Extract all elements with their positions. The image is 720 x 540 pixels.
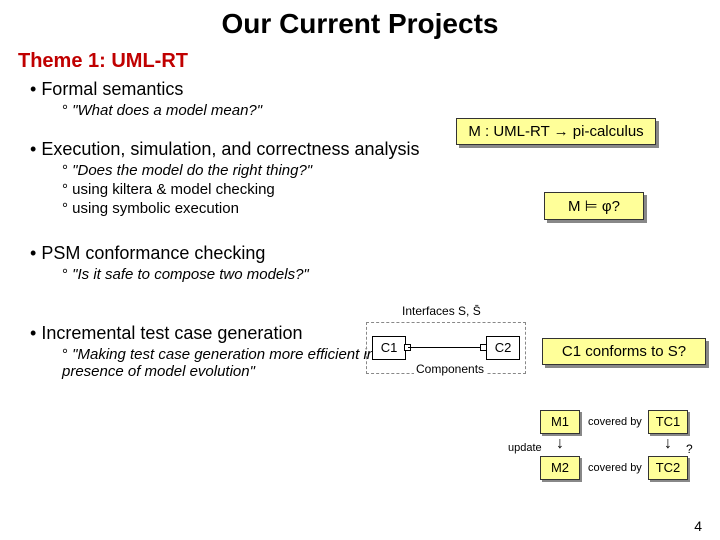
- box-tc1: TC1: [648, 410, 688, 434]
- interfaces-label: Interfaces S, S̄: [400, 304, 483, 318]
- update-label: update: [508, 442, 542, 454]
- bullet-what-mean: "What does a model mean?": [62, 102, 720, 119]
- slide-title: Our Current Projects: [0, 0, 720, 40]
- box-m2: M2: [540, 456, 580, 480]
- bullet-formal-semantics: Formal semantics: [30, 79, 720, 100]
- box-m-phi: M ⊨ φ?: [544, 192, 644, 220]
- connector-line: [408, 347, 484, 348]
- psm-diagram: Interfaces S, S̄ C1 C2 Components: [366, 314, 526, 378]
- arrow-tc1-tc2: ↓: [664, 436, 672, 452]
- bullet-safe-compose: "Is it safe to compose two models?": [62, 266, 720, 283]
- box-m-mapping: M : UML-RT → pi-calculus: [456, 118, 656, 145]
- bullet-right-thing: "Does the model do the right thing?": [62, 162, 720, 179]
- bullet-psm: PSM conformance checking: [30, 243, 720, 264]
- box-tc2: TC2: [648, 456, 688, 480]
- question-mark: ?: [686, 442, 693, 456]
- box-conforms: C1 conforms to S?: [542, 338, 706, 365]
- theme-heading: Theme 1: UML-RT: [18, 50, 720, 73]
- incremental-diagram: M1 covered by TC1 update ↓ ↓ ? M2 covere…: [510, 410, 710, 490]
- components-label: Components: [414, 362, 486, 376]
- covered-by-2: covered by: [588, 462, 642, 474]
- component-c2: C2: [486, 336, 520, 360]
- covered-by-1: covered by: [588, 416, 642, 428]
- arrow-m1-m2: ↓: [556, 436, 564, 452]
- box-m1: M1: [540, 410, 580, 434]
- component-c1: C1: [372, 336, 406, 360]
- page-number: 4: [694, 518, 702, 534]
